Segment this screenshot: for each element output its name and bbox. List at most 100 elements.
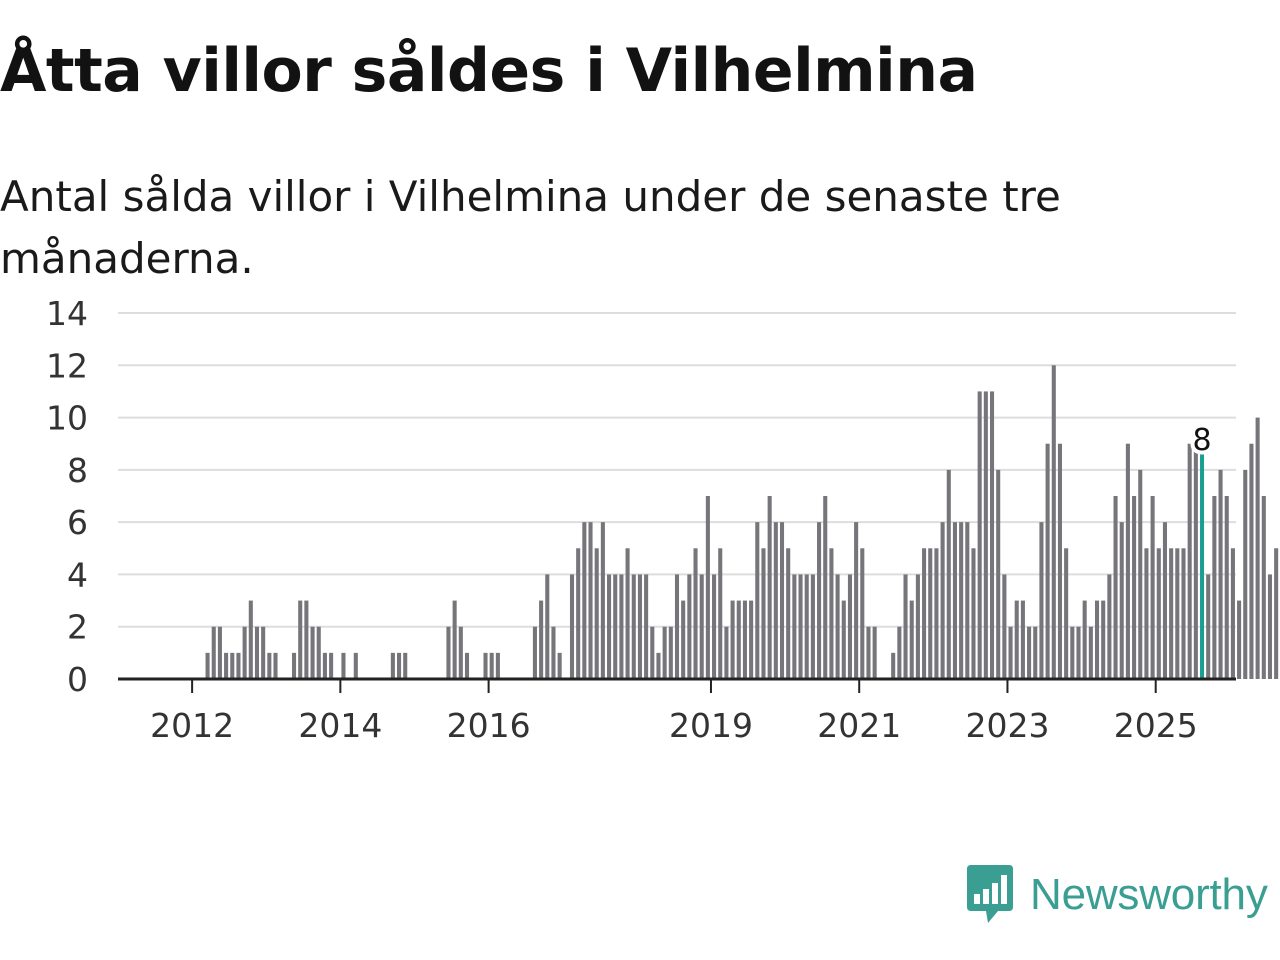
bar (1020, 600, 1025, 679)
bar (934, 548, 939, 679)
newsworthy-brand[interactable]: Newsworthy (964, 862, 1268, 928)
bar (1156, 548, 1161, 679)
bar (1094, 600, 1100, 679)
y-tick-label: 2 (67, 608, 88, 647)
bar (390, 652, 395, 679)
bar (656, 652, 661, 679)
y-tick-label: 6 (67, 503, 88, 542)
bar (792, 574, 797, 679)
bar (1027, 626, 1032, 679)
bar (607, 574, 612, 679)
bar (1267, 574, 1273, 679)
x-tick-label: 2019 (669, 706, 753, 745)
bar (1119, 522, 1124, 679)
bar (217, 626, 222, 679)
bar (353, 652, 358, 679)
bar (915, 574, 920, 679)
bar (779, 522, 785, 679)
bar (452, 600, 457, 679)
bar (681, 600, 686, 679)
x-tick-label: 2023 (965, 706, 1049, 745)
bar (211, 626, 216, 679)
bar (1045, 443, 1050, 679)
bar (922, 548, 927, 679)
x-tick-label: 2025 (1114, 706, 1198, 745)
bar (767, 496, 772, 679)
bar (1206, 574, 1211, 679)
bar (1212, 496, 1217, 679)
bar (1175, 548, 1180, 679)
bar (1230, 548, 1235, 679)
bar (464, 652, 470, 679)
bar (1261, 496, 1266, 679)
bar (1057, 443, 1062, 679)
bar (1150, 496, 1155, 679)
bar (829, 548, 834, 679)
bar (804, 574, 809, 679)
bar (637, 574, 642, 679)
bar (952, 522, 957, 679)
x-tick-label: 2016 (447, 706, 531, 745)
bar (619, 574, 624, 679)
bar (909, 600, 914, 679)
bar (1243, 469, 1248, 679)
bar (1169, 548, 1174, 679)
bar (254, 626, 260, 679)
bar (823, 496, 828, 679)
bar (600, 522, 605, 679)
bar (847, 574, 852, 679)
bar (705, 496, 710, 679)
bar (730, 600, 735, 679)
bar (841, 600, 846, 679)
data-label-halo: 8 (1192, 423, 1211, 458)
bar (397, 652, 402, 679)
brand-name: Newsworthy (1030, 870, 1268, 919)
bar (489, 652, 494, 679)
bar (304, 600, 309, 679)
bar (718, 548, 723, 679)
bar (674, 574, 680, 679)
bar (446, 626, 451, 679)
bar (644, 574, 649, 679)
bar (483, 652, 488, 679)
bar (1218, 469, 1223, 679)
bar (1144, 548, 1149, 679)
bar (860, 548, 865, 679)
bar (798, 574, 803, 679)
bar (1039, 522, 1044, 679)
bar (292, 652, 297, 679)
bar (786, 548, 791, 679)
bar (551, 626, 556, 679)
bar (569, 574, 575, 679)
bar (310, 626, 315, 679)
bar (854, 522, 859, 679)
bar (1101, 600, 1106, 679)
bar (1107, 574, 1112, 679)
bar (773, 522, 778, 679)
bar (236, 652, 241, 679)
bar (712, 574, 717, 679)
bar (761, 548, 766, 679)
bar (458, 626, 463, 679)
bar (261, 626, 266, 679)
bar (742, 600, 747, 679)
bar (946, 469, 951, 679)
y-tick-label: 4 (67, 555, 88, 594)
bar (582, 522, 587, 679)
bar (693, 548, 698, 679)
bar (971, 548, 976, 679)
x-tick-label: 2014 (298, 706, 382, 745)
bar (576, 548, 581, 679)
y-tick-label: 8 (67, 451, 88, 490)
bar (298, 600, 303, 679)
bar (329, 652, 334, 679)
highlight-bar (1200, 443, 1205, 679)
bar (539, 600, 544, 679)
bar (1033, 626, 1038, 679)
bar (224, 652, 229, 679)
bar (594, 548, 599, 679)
data-label: 8 (1192, 423, 1211, 458)
bar (1181, 548, 1186, 679)
y-tick-label: 14 (46, 294, 88, 333)
